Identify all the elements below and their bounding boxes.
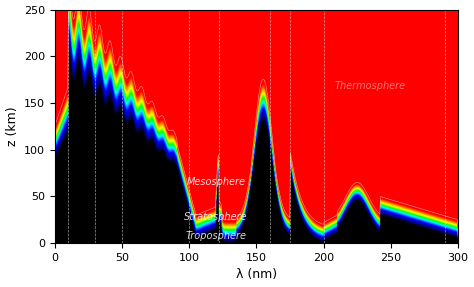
Text: Thermosphere: Thermosphere bbox=[335, 81, 406, 91]
Y-axis label: z (km): z (km) bbox=[6, 106, 18, 146]
Text: Stratosphere: Stratosphere bbox=[184, 212, 248, 222]
Text: Troposphere: Troposphere bbox=[186, 231, 246, 241]
X-axis label: λ (nm): λ (nm) bbox=[236, 268, 277, 282]
Text: Mesosphere: Mesosphere bbox=[187, 177, 246, 187]
